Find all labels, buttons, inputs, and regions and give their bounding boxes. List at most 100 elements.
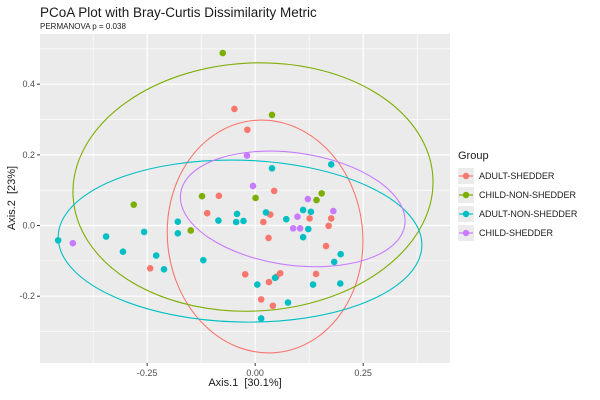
data-point-adult-shedder <box>257 296 265 303</box>
data-point-adult-shedder <box>265 278 273 286</box>
ellipse-child-shedder <box>179 150 406 268</box>
data-point-child-shedder <box>304 195 312 203</box>
x-tick-label: -0.25 <box>137 368 158 378</box>
data-point-adult-non-shedder <box>200 256 207 264</box>
data-point-adult-non-shedder <box>337 250 344 258</box>
data-point-adult-non-shedder <box>140 228 148 236</box>
legend: Group ADULT-SHEDDER CHILD-NON-SHEDDER ADUL… <box>458 150 577 244</box>
legend-item-adult-shedder: ADULT-SHEDDER <box>458 168 577 184</box>
y-axis-title: Axis.2 [23%] <box>6 165 18 231</box>
data-point-adult-non-shedder <box>262 209 270 216</box>
data-point-adult-non-shedder <box>257 315 265 322</box>
data-point-adult-non-shedder <box>152 252 160 259</box>
legend-title: Group <box>458 150 489 162</box>
data-point-child-non-shedder <box>187 227 195 234</box>
legend-key-icon <box>458 225 474 241</box>
data-point-adult-non-shedder <box>327 161 335 168</box>
data-point-child-non-shedder <box>252 194 259 202</box>
data-point-adult-non-shedder <box>330 258 338 266</box>
data-point-child-non-shedder <box>318 190 325 197</box>
data-point-adult-non-shedder <box>54 237 62 244</box>
data-point-adult-shedder <box>270 187 278 195</box>
y-tick-label: 0.2 <box>22 150 35 160</box>
ellipse-child-non-shedder <box>72 62 434 312</box>
data-point-child-non-shedder <box>313 196 320 204</box>
data-point-adult-non-shedder <box>233 210 241 218</box>
legend-item-label: ADULT-NON-SHEDDER <box>479 209 578 219</box>
data-point-adult-non-shedder <box>299 206 307 214</box>
data-point-adult-non-shedder <box>282 215 290 223</box>
data-point-adult-shedder <box>265 234 272 242</box>
x-axis-title: Axis.1 [30.1%] <box>208 377 282 389</box>
legend-item-label: CHILD-NON-SHEDDER <box>479 190 577 200</box>
data-point-adult-shedder <box>231 105 238 113</box>
data-point-adult-shedder <box>215 192 223 200</box>
data-point-adult-non-shedder <box>215 217 222 224</box>
legend-item-child-shedder: CHILD-SHEDDER <box>458 225 577 241</box>
data-point-child-non-shedder <box>198 192 206 200</box>
legend-item-adult-non-shedder: ADULT-NON-SHEDDER <box>458 206 577 222</box>
data-point-adult-non-shedder <box>232 218 240 226</box>
data-point-adult-shedder <box>325 222 332 230</box>
data-point-adult-non-shedder <box>271 274 279 282</box>
data-point-adult-non-shedder <box>304 225 312 233</box>
data-point-child-shedder <box>69 239 77 247</box>
x-tick-label: 0.00 <box>246 368 264 378</box>
data-point-adult-shedder <box>244 126 251 134</box>
legend-item-label: CHILD-SHEDDER <box>479 228 554 238</box>
data-point-adult-non-shedder <box>160 266 168 273</box>
data-point-child-shedder <box>289 225 297 232</box>
data-point-adult-non-shedder <box>174 218 182 225</box>
ellipse-adult-non-shedder <box>57 159 423 323</box>
legend-point-icon <box>462 210 470 218</box>
data-point-adult-shedder <box>322 242 330 250</box>
plot-title: PCoA Plot with Bray-Curtis Dissimilarity… <box>40 5 317 20</box>
data-point-adult-shedder <box>203 209 211 217</box>
data-point-adult-non-shedder <box>284 299 292 306</box>
data-point-adult-non-shedder <box>299 233 307 241</box>
data-point-adult-shedder <box>276 269 284 277</box>
data-point-child-shedder <box>294 213 301 220</box>
legend-key-icon <box>458 187 474 203</box>
data-point-adult-shedder <box>260 218 267 226</box>
y-tick-label: 0.0 <box>22 221 35 231</box>
data-point-adult-non-shedder <box>119 248 127 255</box>
data-point-adult-shedder <box>306 215 313 222</box>
legend-point-icon <box>462 172 470 180</box>
data-point-adult-non-shedder <box>309 281 317 288</box>
data-point-adult-shedder <box>312 270 320 278</box>
x-tick-label: 0.25 <box>354 368 372 378</box>
data-point-adult-shedder <box>146 264 154 272</box>
data-point-adult-non-shedder <box>307 208 315 216</box>
legend-item-child-non-shedder: CHILD-NON-SHEDDER <box>458 187 577 203</box>
data-point-adult-non-shedder <box>336 280 344 287</box>
data-point-child-non-shedder <box>219 49 227 57</box>
data-point-child-shedder <box>243 152 251 159</box>
data-point-adult-shedder <box>269 302 277 310</box>
legend-item-label: ADULT-SHEDDER <box>479 171 555 181</box>
data-point-adult-shedder <box>327 215 335 222</box>
legend-point-icon <box>462 229 470 237</box>
data-point-adult-non-shedder <box>240 217 247 225</box>
y-tick-label: 0.4 <box>22 79 35 89</box>
legend-key-icon <box>458 206 474 222</box>
data-point-child-shedder <box>296 225 304 232</box>
data-point-adult-shedder <box>241 271 249 278</box>
data-point-child-non-shedder <box>268 111 276 119</box>
data-point-adult-non-shedder <box>268 164 276 172</box>
plot-subtitle: PERMANOVA p = 0.038 <box>40 22 126 31</box>
data-point-child-non-shedder <box>130 201 138 208</box>
data-point-child-shedder <box>249 182 257 190</box>
legend-key-icon <box>458 168 474 184</box>
ellipse-adult-shedder <box>166 119 364 354</box>
legend-point-icon <box>462 191 470 199</box>
data-point-adult-non-shedder <box>102 233 110 240</box>
data-point-adult-non-shedder <box>254 281 261 288</box>
plot-panel <box>40 34 450 363</box>
data-point-child-shedder <box>330 207 337 215</box>
data-point-adult-non-shedder <box>174 230 182 237</box>
y-tick-label: -0.2 <box>19 291 35 301</box>
legend-items: ADULT-SHEDDER CHILD-NON-SHEDDER ADULT-NON-… <box>458 168 577 241</box>
